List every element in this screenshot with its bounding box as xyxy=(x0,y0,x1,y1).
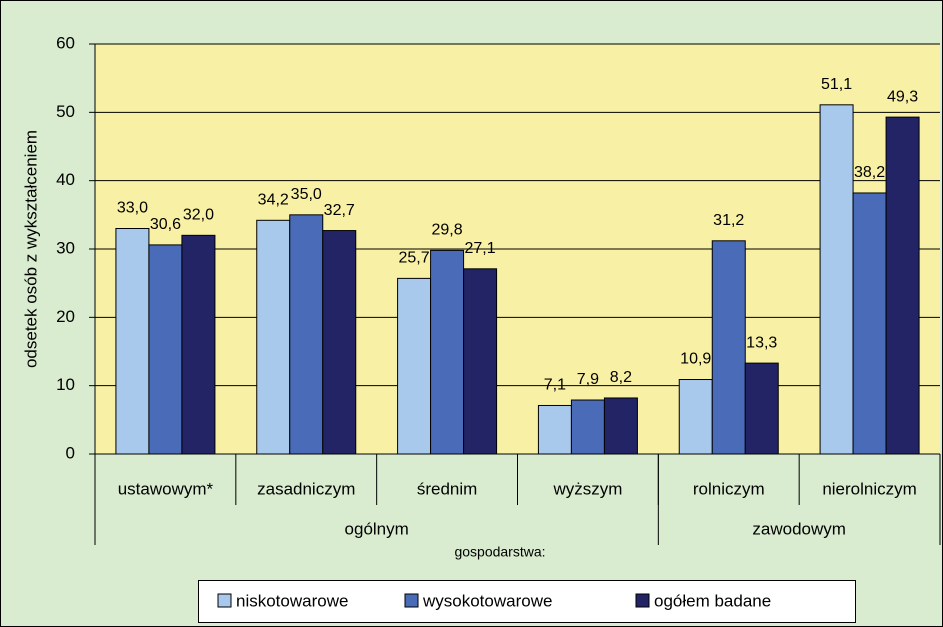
bar xyxy=(603,397,638,455)
value-label: 7,1 xyxy=(544,377,566,394)
value-label: 49,3 xyxy=(887,88,918,105)
legend-swatch xyxy=(404,593,419,608)
x-tick-label: średnim xyxy=(417,479,477,498)
bar xyxy=(711,240,746,455)
group-label: ogólnym xyxy=(345,519,409,538)
bar xyxy=(819,104,854,455)
bar xyxy=(148,244,183,455)
value-label: 35,0 xyxy=(291,186,322,203)
value-label: 51,1 xyxy=(821,76,852,93)
legend-swatch xyxy=(217,593,232,608)
bar xyxy=(678,379,713,455)
bar xyxy=(885,116,920,455)
value-label: 38,2 xyxy=(854,164,885,181)
value-label: 34,2 xyxy=(258,192,289,209)
x-tick-label: wyższym xyxy=(552,479,622,498)
value-label: 27,1 xyxy=(465,240,496,257)
bar xyxy=(537,404,572,455)
bar xyxy=(289,214,324,455)
bar xyxy=(322,230,357,455)
bar xyxy=(463,268,498,455)
legend-swatch xyxy=(635,593,650,608)
y-tick-label: 40 xyxy=(56,170,75,189)
bar xyxy=(181,234,216,455)
y-tick-label: 60 xyxy=(56,33,75,52)
x-tick-label: rolniczym xyxy=(693,479,765,498)
bar xyxy=(570,399,605,455)
value-label: 7,9 xyxy=(577,371,599,388)
bar xyxy=(430,249,465,455)
x-tick-label: nierolniczym xyxy=(822,479,916,498)
y-tick-label: 30 xyxy=(56,238,75,257)
y-tick-label: 0 xyxy=(66,443,75,462)
x-tick-label: zasadniczym xyxy=(257,479,355,498)
y-tick-label: 50 xyxy=(56,102,75,121)
legend-label: ogółem badane xyxy=(654,591,771,610)
legend-title: gospodarstwa: xyxy=(454,544,545,560)
value-label: 30,6 xyxy=(150,216,181,233)
y-tick-label: 20 xyxy=(56,307,75,326)
value-label: 31,2 xyxy=(713,212,744,229)
bar xyxy=(744,362,779,455)
value-label: 32,7 xyxy=(324,202,355,219)
y-axis-label: odsetek osób z wykształceniem xyxy=(21,130,40,368)
value-label: 8,2 xyxy=(610,369,632,386)
legend-box xyxy=(198,580,856,623)
value-label: 33,0 xyxy=(117,200,148,217)
bar xyxy=(256,219,291,455)
value-label: 10,9 xyxy=(680,351,711,368)
bar xyxy=(852,192,887,455)
bar xyxy=(115,228,150,455)
legend-label: niskotowarowe xyxy=(236,591,348,610)
y-tick-label: 10 xyxy=(56,375,75,394)
group-label: zawodowym xyxy=(752,519,846,538)
legend-label: wysokotowarowe xyxy=(422,591,552,610)
value-label: 25,7 xyxy=(399,250,430,267)
bar xyxy=(397,277,432,455)
value-label: 13,3 xyxy=(746,334,777,351)
x-tick-label: ustawowym* xyxy=(118,479,214,498)
value-label: 32,0 xyxy=(183,207,214,224)
value-label: 29,8 xyxy=(432,222,463,239)
